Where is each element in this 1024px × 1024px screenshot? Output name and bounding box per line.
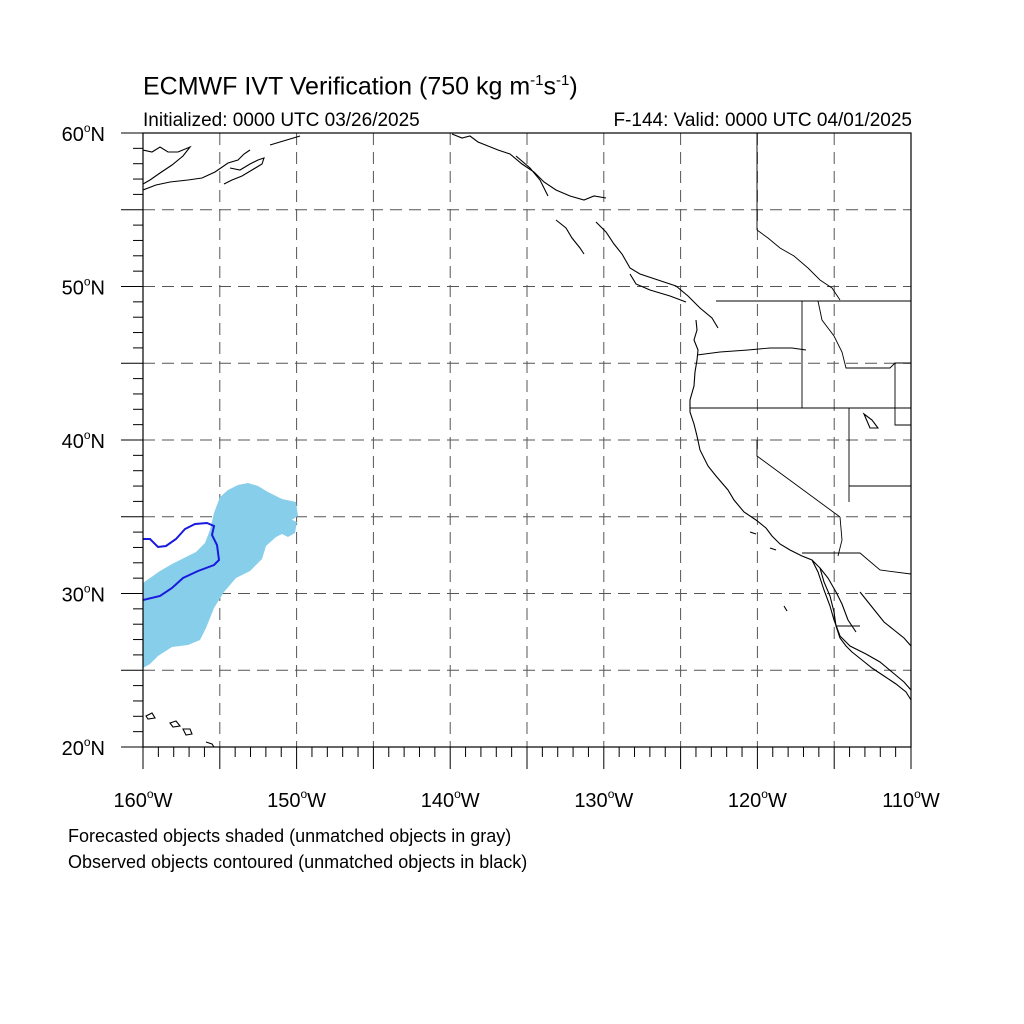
- valid-time: F-144: Valid: 0000 UTC 04/01/2025: [613, 110, 912, 131]
- legend-observed-note: Observed objects contoured (unmatched ob…: [68, 852, 528, 872]
- observed-object-contour: [143, 521, 221, 601]
- lon-label: 130oW: [574, 787, 633, 812]
- chart-title: ECMWF IVT Verification (750 kg m-1s-1): [143, 72, 578, 101]
- lat-label: 30oN: [62, 582, 105, 607]
- legend-forecast-note: Forecasted objects shaded (unmatched obj…: [68, 826, 512, 846]
- lon-label: 150oW: [267, 787, 326, 812]
- forecast-object-islet: [282, 519, 297, 537]
- lon-label: 160oW: [114, 787, 173, 812]
- lat-label: 50oN: [62, 275, 105, 300]
- latitude-labels: 60oN 50oN 40oN 30oN 20oN: [62, 121, 105, 760]
- lon-label: 110oW: [882, 787, 940, 812]
- political-borders: [690, 133, 911, 575]
- forecast-object: [143, 483, 298, 668]
- coastlines: [143, 133, 911, 747]
- lat-label: 40oN: [62, 428, 105, 453]
- lat-label: 60oN: [62, 121, 105, 146]
- longitude-labels: 160oW 150oW 140oW 130oW 120oW 110oW: [114, 787, 940, 812]
- lon-label: 120oW: [728, 787, 787, 812]
- lon-label: 140oW: [421, 787, 480, 812]
- initialized-time: Initialized: 0000 UTC 03/26/2025: [143, 110, 420, 131]
- grid-lines: [143, 133, 911, 747]
- axis-ticks: [121, 132, 912, 769]
- map-frame: [142, 132, 912, 748]
- lat-label: 20oN: [62, 735, 105, 760]
